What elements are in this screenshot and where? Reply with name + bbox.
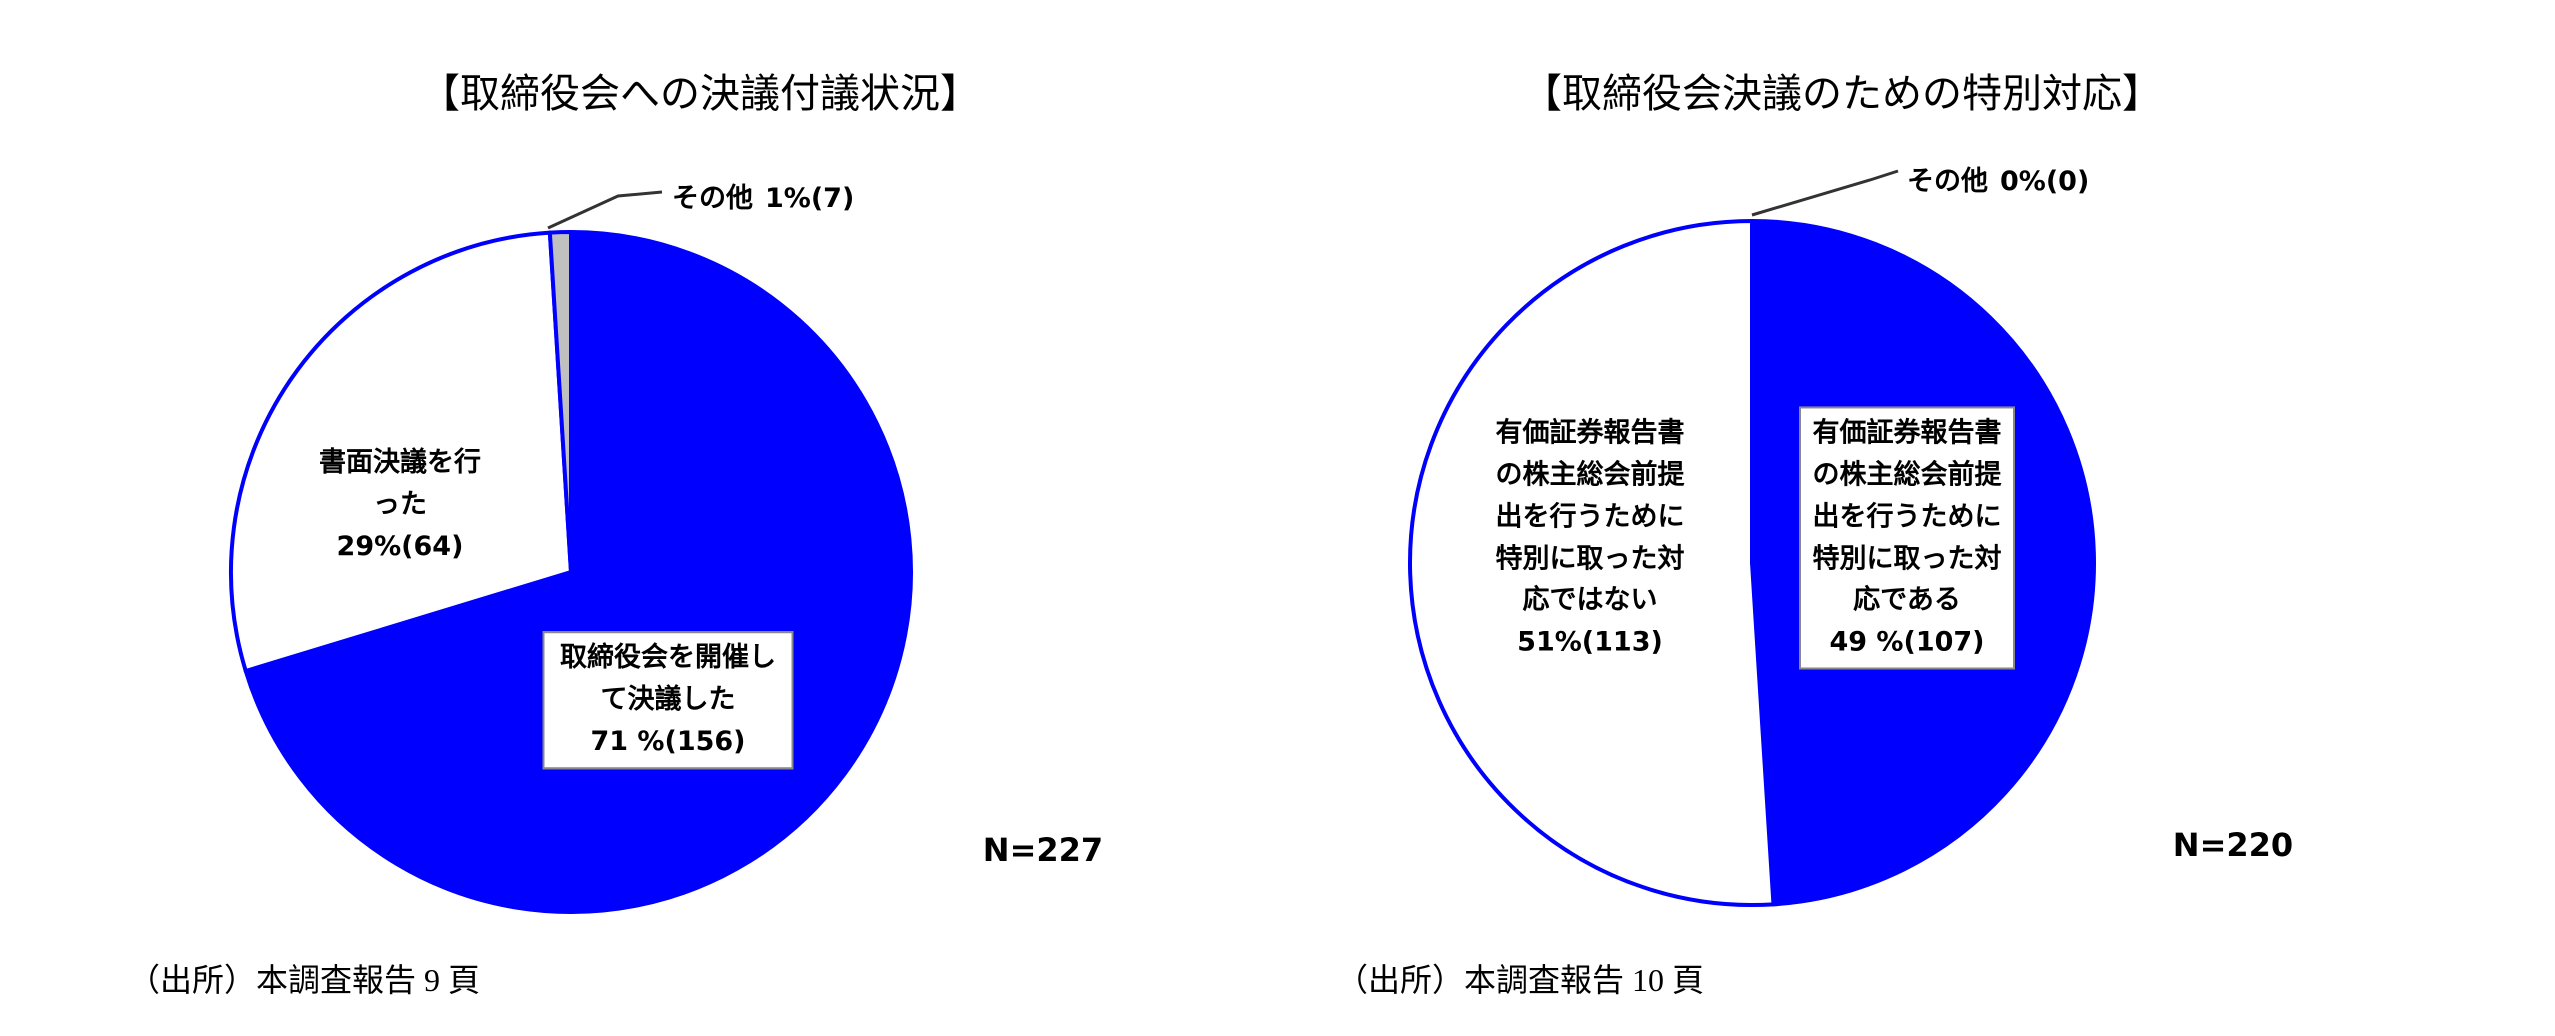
leader-line — [547, 190, 663, 230]
slice-label: 取締役会を開催して決議した 71 %(156) — [542, 631, 794, 769]
slice-category: 取締役会を開催して決議した — [560, 642, 776, 716]
leader-line — [1751, 169, 1899, 217]
chart-title: 【取締役会決議のための特別対応】 — [1522, 71, 2162, 116]
slice-label: 書面決議を行った 29%(64) — [315, 442, 485, 568]
slice-value: 0%(0) — [2000, 166, 2090, 198]
slice-category: 有価証券報告書の株主総会前提出を行うために特別に取った対応ではない — [1495, 417, 1685, 616]
slice-category: 書面決議を行った — [319, 447, 481, 521]
slice-category: その他 — [1907, 166, 1988, 198]
slice-label: 有価証券報告書の株主総会前提出を行うために特別に取った対応である 49 %(107… — [1799, 406, 2015, 670]
chart-title: 【取締役会への決議付議状況】 — [420, 71, 980, 116]
slice-value: 29%(64) — [336, 530, 464, 562]
slice-label: その他 0%(0) — [1907, 161, 2101, 203]
sample-size: N=227 — [982, 831, 1104, 869]
slice-value: 71 %(156) — [590, 725, 746, 757]
slice-label: 有価証券報告書の株主総会前提出を行うために特別に取った対応ではない 51%(113… — [1485, 412, 1695, 663]
slice-value: 51%(113) — [1517, 626, 1663, 658]
pie-slice — [1408, 219, 1776, 907]
slice-value: 1%(7) — [765, 183, 855, 215]
slice-category: その他 — [672, 183, 753, 215]
slice-label: その他 1%(7) — [672, 178, 866, 220]
source: （出所）本調査報告 10 頁 — [1336, 962, 1705, 998]
slice-category: 有価証券報告書の株主総会前提出を行うために特別に取った対応である — [1812, 417, 2002, 616]
pie-slice — [547, 230, 573, 574]
source: （出所）本調査報告 9 頁 — [128, 962, 481, 998]
sample-size: N=220 — [2172, 826, 2294, 864]
slice-value: 49 %(107) — [1829, 626, 1985, 658]
pie-slice — [229, 230, 573, 674]
